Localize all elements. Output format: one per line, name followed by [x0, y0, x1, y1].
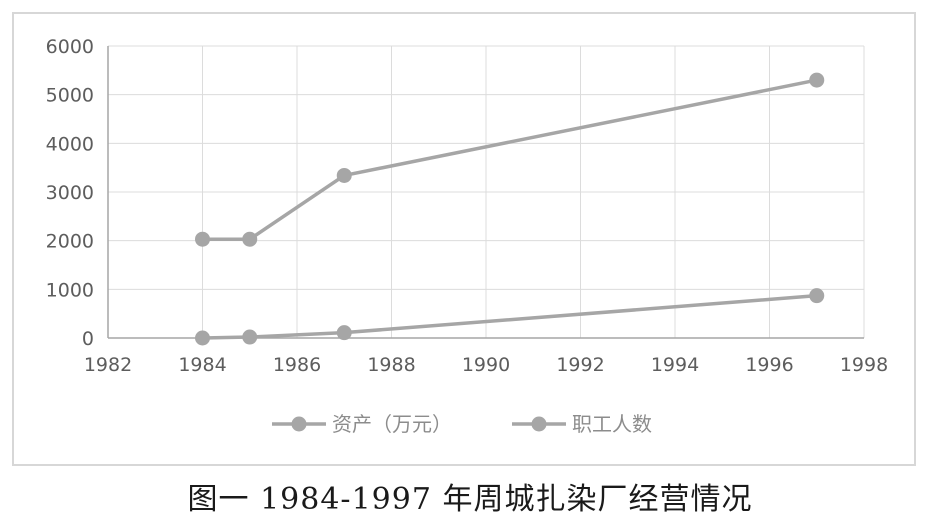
series-2-point [336, 325, 352, 341]
y-tick-label: 0 [82, 328, 94, 350]
x-tick-label: 1990 [462, 354, 510, 376]
y-tick-label: 2000 [46, 231, 94, 253]
grid-lines [108, 45, 865, 338]
y-tick-label: 5000 [46, 85, 94, 107]
y-tick-label: 6000 [46, 36, 94, 58]
chart-frame: 1982 1984 1986 1988 1990 1992 1994 1996 1998 0 100… [12, 12, 916, 466]
series-2-point [809, 288, 825, 304]
x-tick-label: 1986 [273, 354, 321, 376]
series-1-point [242, 231, 258, 247]
y-tick-label: 3000 [46, 182, 94, 204]
x-tick-label: 1982 [84, 354, 132, 376]
series-line-2 [202, 293, 817, 340]
line-chart: 1982 1984 1986 1988 1990 1992 1994 1996 1998 0 100… [46, 36, 889, 436]
x-tick-label: 1992 [556, 354, 604, 376]
series-1-point [195, 231, 210, 247]
legend-label-1: 资产（万元） [332, 412, 452, 436]
x-tick-label: 1994 [651, 354, 699, 376]
tick-labels: 1982 1984 1986 1988 1990 1992 1994 1996 1998 0 100… [46, 36, 889, 376]
legend: 资产（万元） 职工人数 [272, 412, 652, 436]
y-tick-label: 4000 [46, 133, 94, 155]
figure-caption: 图一 1984-1997 年周城扎染厂经营情况 [187, 482, 753, 517]
y-tick-label: 1000 [46, 279, 94, 301]
x-tick-label: 1984 [178, 354, 226, 376]
series-2-point [195, 330, 210, 346]
legend-label-2: 职工人数 [572, 412, 652, 436]
x-tick-label: 1996 [745, 354, 793, 376]
series-2-point [242, 329, 258, 345]
series-line-1 [202, 78, 818, 241]
legend-marker-2 [531, 416, 547, 432]
x-tick-label: 1988 [367, 354, 415, 376]
legend-marker-1 [291, 416, 307, 432]
series-group [195, 72, 825, 346]
series-1-point [336, 167, 352, 183]
series-1-point [809, 72, 825, 88]
x-tick-label: 1998 [840, 354, 888, 376]
